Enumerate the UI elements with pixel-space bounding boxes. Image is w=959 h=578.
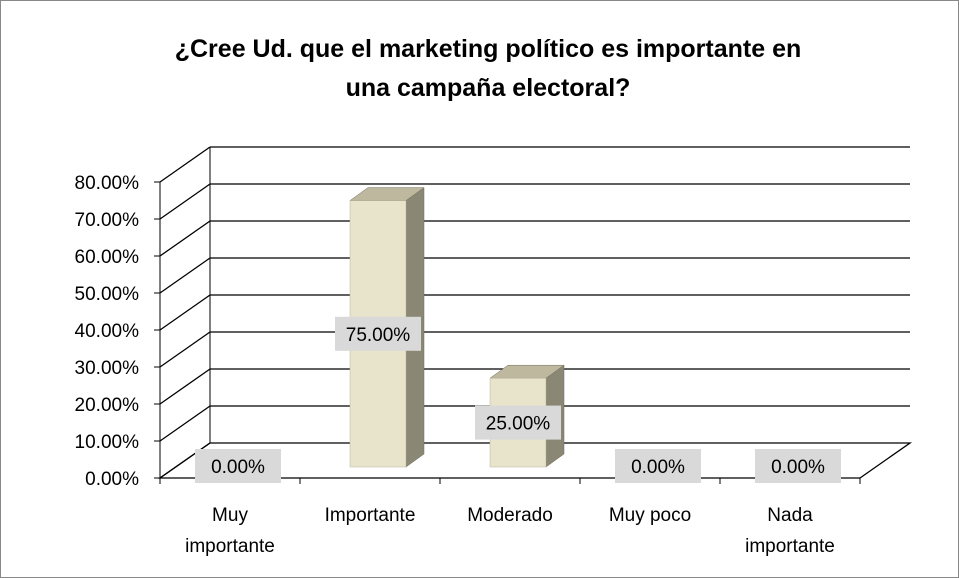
gridline-side <box>159 331 211 368</box>
data-label: 25.00% <box>486 414 551 435</box>
data-label-box <box>195 449 281 483</box>
data-label: 0.00% <box>211 457 265 478</box>
chart-title-line-2: una campaña electoral? <box>346 74 631 102</box>
gridline-side <box>159 220 211 257</box>
data-labels: 0.00% 75.00% 25.00% 0.00% 0.00% <box>195 316 841 483</box>
data-label-box <box>755 449 841 483</box>
y-tick-label: 20.00% <box>75 395 140 416</box>
y-tick-label: 10.00% <box>75 432 140 453</box>
y-tick-label: 40.00% <box>75 321 140 342</box>
x-tick-label: Muy <box>212 505 248 526</box>
data-label-box <box>335 316 421 351</box>
y-tick-label: 70.00% <box>75 210 140 231</box>
x-tick-label: Muy poco <box>609 505 691 526</box>
chart-title-line-1: ¿Cree Ud. que el marketing político es i… <box>175 35 802 63</box>
y-axis-tick-labels: 0.00% 10.00% 20.00% 30.00% 40.00% 50.00% 60.00… <box>75 173 140 490</box>
y-tick-label: 30.00% <box>75 358 140 379</box>
x-tick-label: Nada <box>767 505 813 526</box>
data-label: 0.00% <box>631 457 685 478</box>
gridline-side <box>159 405 211 442</box>
data-label-box <box>615 449 701 483</box>
data-label: 0.00% <box>771 457 825 478</box>
x-tick-label: Importante <box>325 505 416 526</box>
gridline-side <box>159 146 211 183</box>
gridline-side <box>159 183 211 220</box>
data-label: 75.00% <box>346 325 411 346</box>
y-tick-label: 0.00% <box>85 469 139 490</box>
x-tick-label: Moderado <box>467 505 553 526</box>
gridline-side <box>159 257 211 294</box>
gridline-side <box>159 294 211 331</box>
x-axis-tick-labels: Muy importante Importante Moderado Muy poco N… <box>185 505 835 557</box>
y-tick-label: 80.00% <box>75 173 140 194</box>
gridline-side <box>159 368 211 405</box>
x-tick-label: importante <box>185 536 275 557</box>
y-tick-label: 50.00% <box>75 284 140 305</box>
y-tick-label: 60.00% <box>75 247 140 268</box>
x-tick-label: importante <box>745 536 835 557</box>
data-label-box <box>475 405 561 440</box>
